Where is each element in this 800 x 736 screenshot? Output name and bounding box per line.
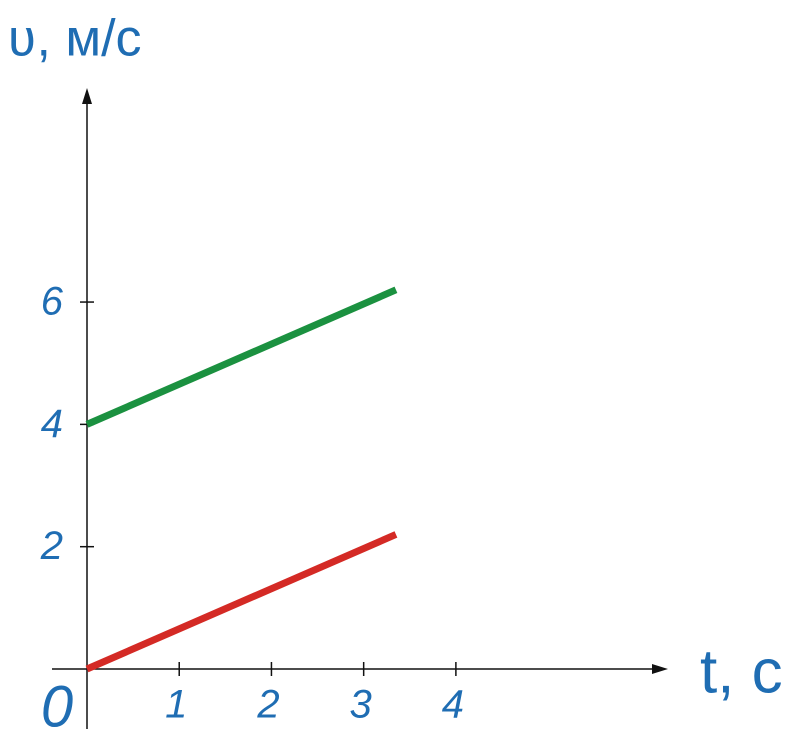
- x-tick-label: 4: [442, 683, 464, 727]
- y-axis-arrow: [82, 88, 92, 104]
- x-tick-label: 2: [256, 683, 279, 727]
- x-axis-label: t, с: [700, 637, 783, 706]
- y-tick-label: 6: [41, 280, 64, 324]
- x-axis-arrow: [652, 664, 668, 674]
- y-axis-label: ʋ, м/с: [8, 10, 142, 68]
- x-tick-label: 1: [165, 683, 187, 727]
- x-tick-label: 3: [350, 683, 372, 727]
- line: [85, 531, 398, 673]
- y-tick-label: 4: [41, 402, 63, 446]
- line: [85, 286, 398, 428]
- origin-label: 0: [41, 674, 73, 736]
- y-tick-label: 2: [40, 524, 63, 568]
